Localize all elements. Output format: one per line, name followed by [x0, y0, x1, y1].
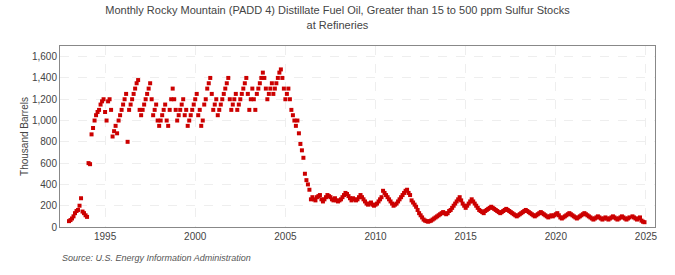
svg-text:0: 0: [51, 222, 57, 233]
svg-text:2025: 2025: [635, 231, 658, 242]
svg-text:1995: 1995: [94, 231, 117, 242]
svg-text:2020: 2020: [545, 231, 568, 242]
svg-text:2010: 2010: [364, 231, 387, 242]
svg-text:2005: 2005: [274, 231, 297, 242]
svg-text:600: 600: [40, 158, 57, 169]
svg-text:2000: 2000: [184, 231, 207, 242]
svg-text:Source: U.S. Energy Informatio: Source: U.S. Energy Information Administ…: [62, 253, 251, 263]
svg-text:2015: 2015: [455, 231, 478, 242]
svg-text:200: 200: [40, 200, 57, 211]
svg-text:1,000: 1,000: [32, 115, 57, 126]
svg-text:Thousand Barrels: Thousand Barrels: [19, 97, 30, 176]
svg-text:400: 400: [40, 179, 57, 190]
svg-text:1,600: 1,600: [32, 51, 57, 62]
svg-text:Monthly Rocky Mountain (PADD 4: Monthly Rocky Mountain (PADD 4) Distilla…: [105, 4, 570, 30]
svg-text:1,200: 1,200: [32, 94, 57, 105]
svg-text:1,400: 1,400: [32, 72, 57, 83]
svg-text:800: 800: [40, 136, 57, 147]
